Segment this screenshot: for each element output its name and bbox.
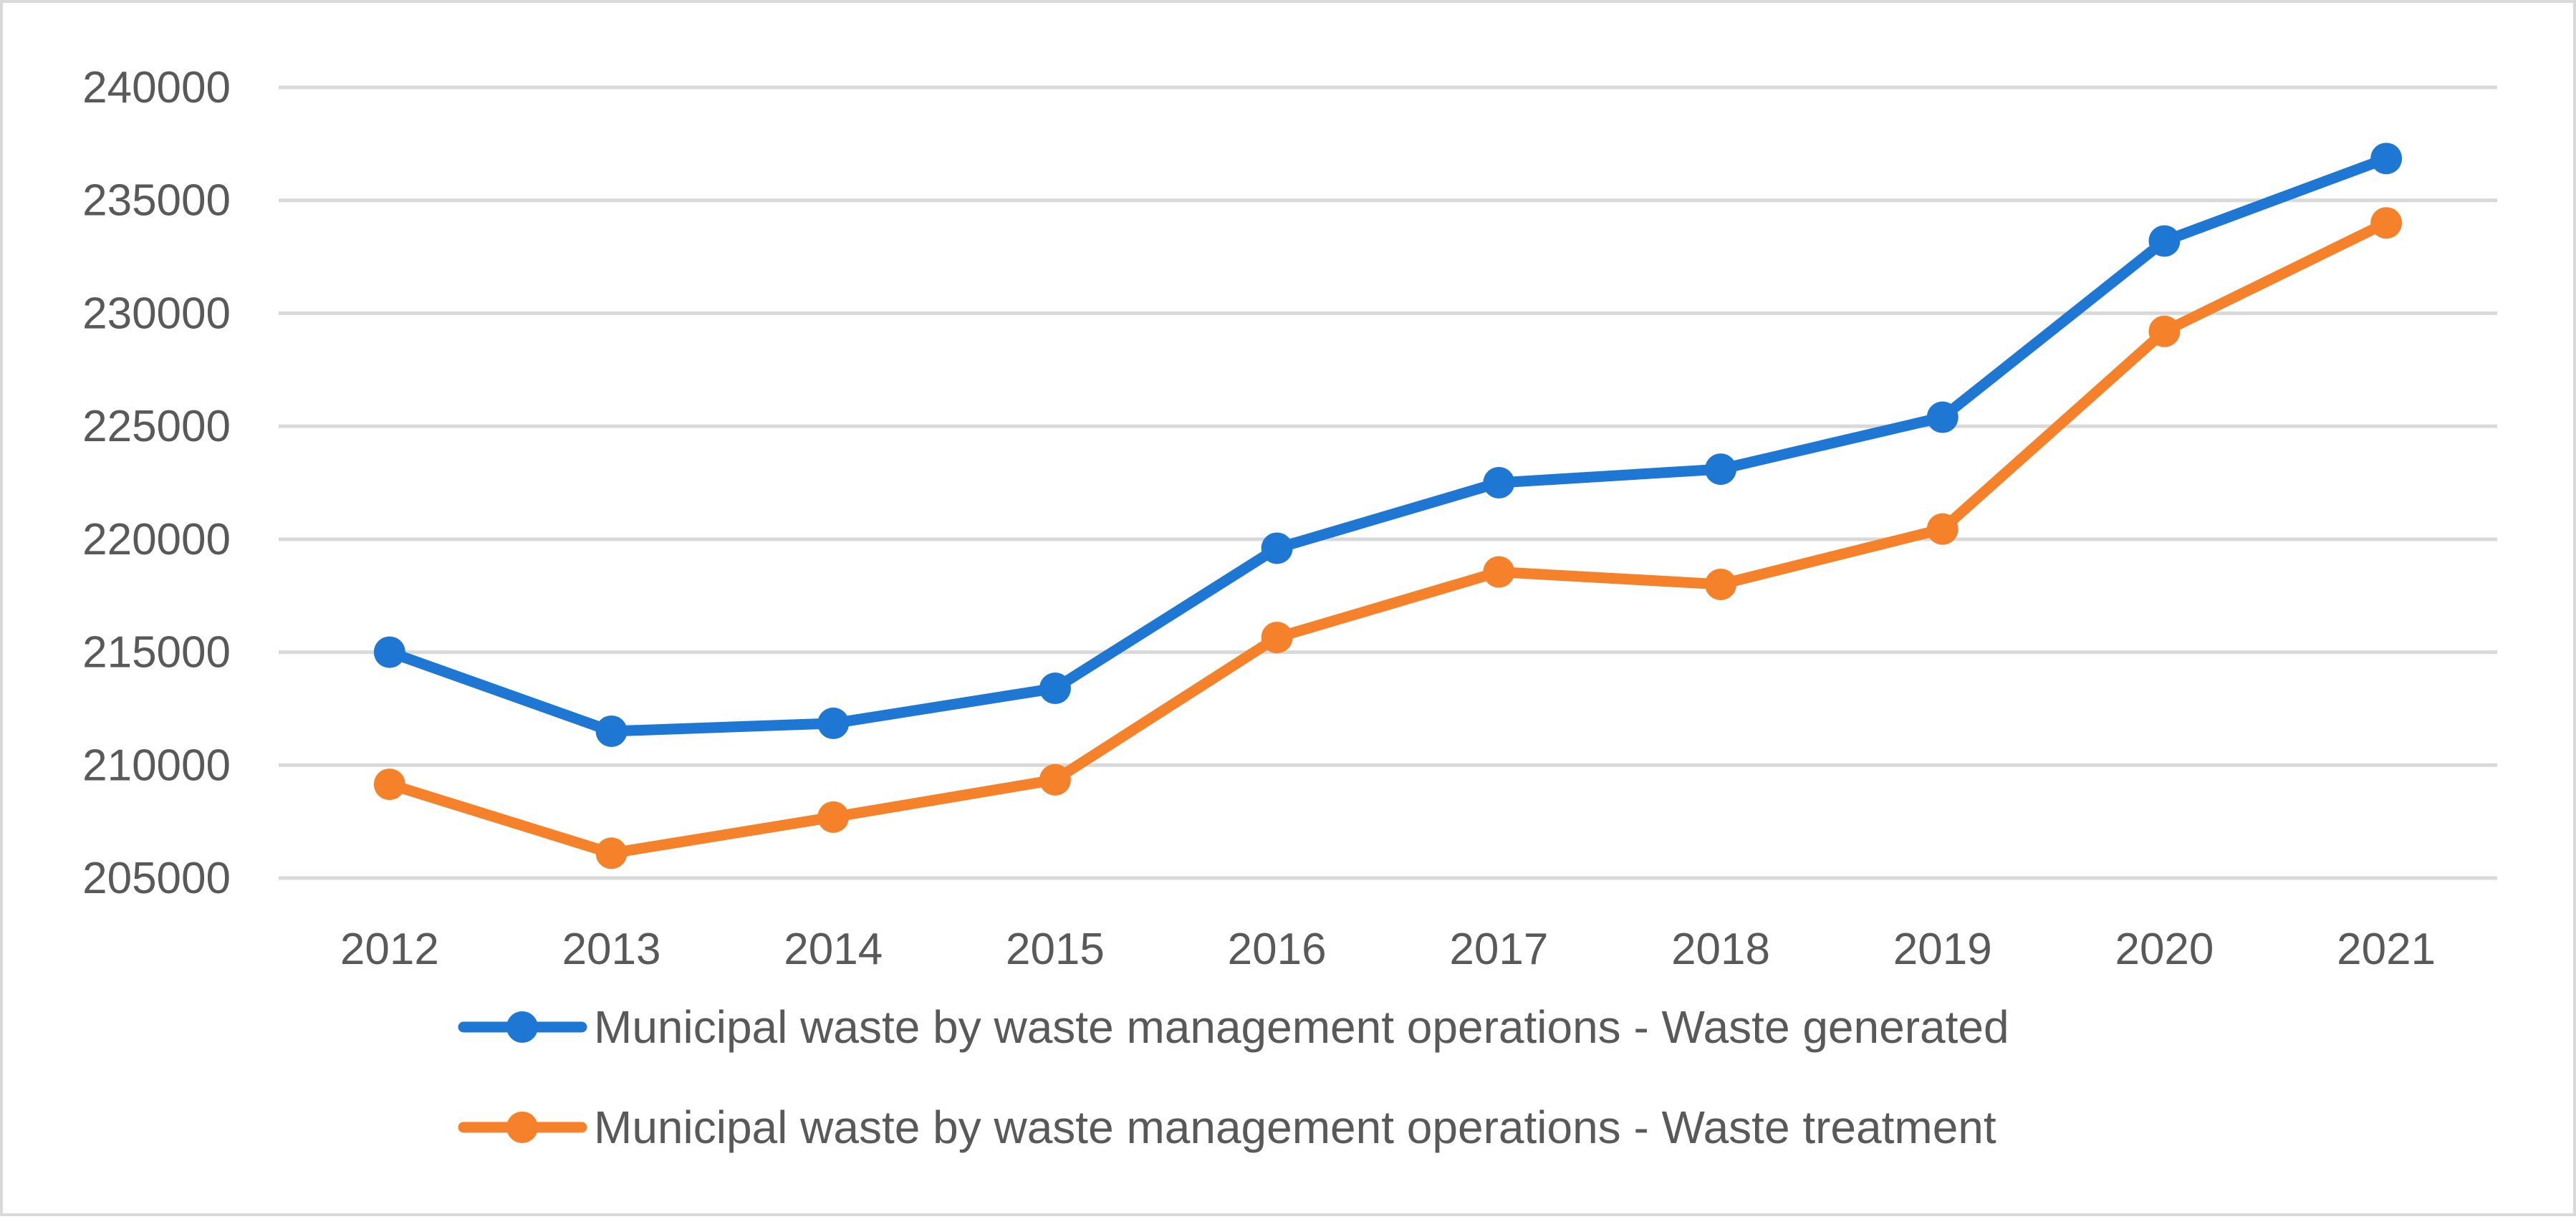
series-lines: [373, 143, 2403, 869]
series-waste-generated: [373, 143, 2403, 747]
data-point[interactable]: [373, 768, 405, 801]
data-point[interactable]: [2370, 143, 2403, 175]
x-tick-label: 2015: [1006, 925, 1105, 974]
y-tick-label: 235000: [82, 176, 231, 226]
data-point[interactable]: [2148, 315, 2181, 347]
data-point[interactable]: [1483, 556, 1515, 588]
x-tick-label: 2012: [340, 925, 439, 974]
x-tick-label: 2021: [2337, 925, 2436, 974]
series-line: [384, 217, 2392, 859]
x-tick-label: 2014: [784, 925, 883, 974]
line-chart: 205000 210000 215000 220000 225000 230000 2350…: [82, 63, 2497, 1153]
data-point[interactable]: [2370, 207, 2403, 239]
data-point[interactable]: [1705, 453, 1737, 486]
legend-swatch-marker: [506, 1112, 538, 1143]
y-tick-label: 240000: [82, 63, 231, 112]
legend: Municipal waste by waste management oper…: [458, 1001, 2009, 1153]
data-point[interactable]: [2148, 225, 2181, 257]
data-point[interactable]: [595, 715, 628, 747]
x-tick-label: 2016: [1228, 925, 1327, 974]
legend-label: Municipal waste by waste management oper…: [594, 1102, 1996, 1153]
data-point[interactable]: [1039, 673, 1071, 705]
y-tick-label: 205000: [82, 854, 231, 903]
data-point[interactable]: [595, 837, 628, 869]
series-line: [384, 153, 2392, 737]
data-point[interactable]: [1261, 622, 1293, 654]
series-waste-treatment: [373, 207, 2403, 869]
data-point[interactable]: [1926, 513, 1959, 545]
legend-swatch-marker: [506, 1011, 538, 1043]
data-point[interactable]: [373, 636, 405, 668]
legend-label: Municipal waste by waste management oper…: [594, 1001, 2009, 1053]
y-tick-label: 225000: [82, 402, 231, 451]
data-point[interactable]: [817, 707, 850, 739]
x-tick-label: 2013: [562, 925, 661, 974]
y-tick-label: 210000: [82, 741, 231, 790]
y-tick-label: 230000: [82, 289, 231, 338]
data-point[interactable]: [1261, 532, 1293, 564]
data-point[interactable]: [1926, 401, 1959, 433]
x-tick-label: 2017: [1449, 925, 1548, 974]
data-point[interactable]: [1483, 467, 1515, 498]
legend-item-waste-treatment[interactable]: Municipal waste by waste management oper…: [458, 1102, 1996, 1153]
data-point[interactable]: [1705, 568, 1737, 600]
data-point[interactable]: [817, 801, 850, 833]
x-tick-label: 2020: [2115, 925, 2214, 974]
data-point[interactable]: [1039, 763, 1071, 796]
x-axis-tick-labels: 2012 2013 2014 2015 2016 2017 2018 2019 2020 2021: [340, 925, 2436, 974]
y-tick-label: 220000: [82, 515, 231, 564]
y-axis-tick-labels: 205000 210000 215000 220000 225000 230000 2350…: [82, 63, 231, 903]
x-tick-label: 2018: [1671, 925, 1770, 974]
legend-item-waste-generated[interactable]: Municipal waste by waste management oper…: [458, 1001, 2009, 1053]
y-tick-label: 215000: [82, 628, 231, 678]
x-tick-label: 2019: [1893, 925, 1992, 974]
gridlines: [279, 85, 2497, 880]
